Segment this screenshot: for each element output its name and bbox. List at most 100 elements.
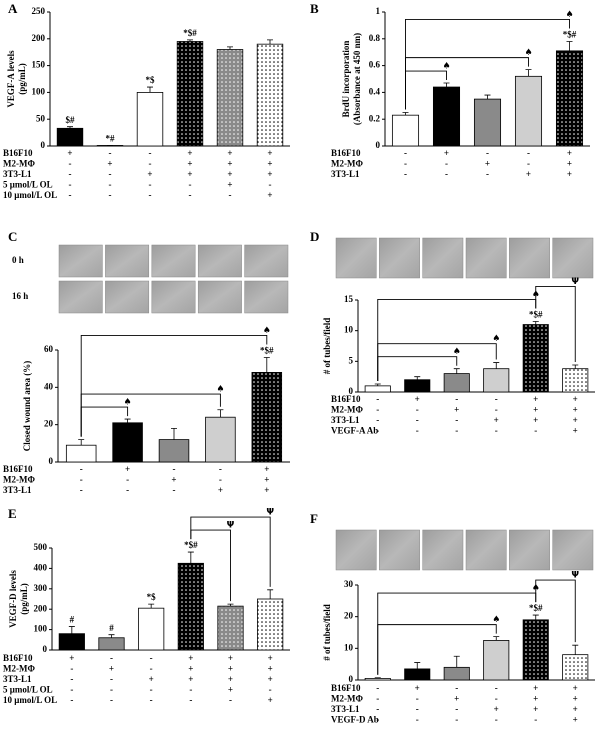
condition-mark: - <box>404 169 407 179</box>
bar <box>555 50 584 147</box>
error-bar <box>187 39 193 42</box>
condition-mark: - <box>376 405 379 415</box>
significance-bracket <box>377 343 497 382</box>
condition-mark: + <box>415 394 420 404</box>
condition-mark: + <box>533 405 538 415</box>
significance-bracket <box>405 57 529 110</box>
bar-annotation: *$# <box>529 603 543 613</box>
error-bar <box>402 112 409 116</box>
bar <box>251 371 283 463</box>
bar-annotation: *$# <box>184 540 198 550</box>
significance-symbol: ♠ <box>492 334 500 344</box>
condition-mark: - <box>527 148 530 158</box>
bar <box>404 668 431 681</box>
micrograph <box>58 244 103 278</box>
error-bar <box>566 41 573 51</box>
condition-mark: - <box>70 695 73 705</box>
error-bar <box>217 409 224 418</box>
micrograph <box>509 529 550 571</box>
condition-mark: + <box>218 485 223 495</box>
condition-mark: - <box>416 405 419 415</box>
significance-bracket <box>535 579 576 643</box>
y-tick-label: 150 <box>32 60 46 70</box>
condition-name: M2-MΦ <box>3 664 35 674</box>
condition-mark: - <box>70 664 73 674</box>
condition-mark: + <box>171 475 176 485</box>
condition-mark: - <box>149 190 152 200</box>
bar <box>364 678 391 681</box>
micrograph <box>422 529 464 571</box>
bar <box>473 98 502 147</box>
condition-mark: - <box>173 464 176 474</box>
bar <box>483 368 510 393</box>
error-bar <box>414 662 421 669</box>
condition-mark: + <box>573 394 578 404</box>
y-tick-label: 5 <box>349 355 354 365</box>
micrograph <box>379 529 420 571</box>
condition-mark: + <box>573 715 578 725</box>
panel-label: E <box>8 506 17 521</box>
condition-name: 5 μmol/L OL <box>3 180 53 190</box>
error-bar <box>67 126 73 129</box>
micrograph <box>465 237 507 279</box>
condition-mark: + <box>533 704 538 714</box>
condition-name: B16F10 <box>331 148 361 158</box>
error-bar <box>453 368 460 374</box>
condition-mark: - <box>376 394 379 404</box>
error-bar <box>227 603 234 607</box>
bar <box>205 416 236 463</box>
error-bar <box>267 39 273 45</box>
condition-mark: + <box>268 653 273 663</box>
error-bar <box>187 551 194 564</box>
condition-mark: - <box>189 180 192 190</box>
condition-mark: - <box>69 190 72 200</box>
micrograph <box>552 529 594 571</box>
condition-mark: + <box>573 415 578 425</box>
condition-mark: - <box>80 485 83 495</box>
condition-mark: - <box>455 426 458 436</box>
bar-annotation: # <box>70 615 75 625</box>
y-tick-label: 0 <box>41 140 46 150</box>
condition-mark: + <box>264 464 269 474</box>
condition-mark: - <box>416 426 419 436</box>
condition-mark: - <box>269 180 272 190</box>
condition-mark: + <box>227 159 232 169</box>
condition-mark: - <box>126 475 129 485</box>
bar-annotation: *$ <box>147 592 157 602</box>
y-tick-label: 100 <box>34 624 48 634</box>
bar <box>522 619 549 681</box>
condition-mark: + <box>533 394 538 404</box>
significance-bracket <box>377 624 497 675</box>
condition-name: M2-MΦ <box>3 159 35 169</box>
y-axis-label: (Absorbance at 450 nm) <box>352 33 362 125</box>
condition-mark: + <box>567 159 572 169</box>
y-tick-label: 100 <box>32 86 46 96</box>
micrograph <box>105 244 150 278</box>
condition-name: VEGF-D Ab <box>331 715 379 725</box>
y-tick-label: 1 <box>376 6 381 16</box>
condition-mark: + <box>268 674 273 684</box>
y-tick-label: 0.2 <box>369 113 381 123</box>
bar <box>562 368 589 393</box>
condition-mark: + <box>188 653 193 663</box>
micrograph <box>379 237 420 279</box>
condition-mark: - <box>70 685 73 695</box>
condition-name: 3T3-L1 <box>331 415 360 425</box>
condition-mark: + <box>573 405 578 415</box>
condition-mark: - <box>149 148 152 158</box>
significance-symbol: Ψ <box>571 571 579 581</box>
panel-label: D <box>310 229 319 244</box>
error-bar <box>374 383 381 386</box>
condition-mark: - <box>69 180 72 190</box>
condition-mark: + <box>267 190 272 200</box>
bar <box>391 114 420 147</box>
panel-label: C <box>8 229 17 244</box>
condition-name: 3T3-L1 <box>331 169 360 179</box>
condition-mark: - <box>70 674 73 684</box>
y-tick-label: 0 <box>49 456 54 466</box>
condition-mark: - <box>527 159 530 169</box>
condition-mark: - <box>455 715 458 725</box>
condition-mark: - <box>455 415 458 425</box>
significance-bracket <box>535 286 576 363</box>
image-row-label: 0 h <box>12 255 24 265</box>
